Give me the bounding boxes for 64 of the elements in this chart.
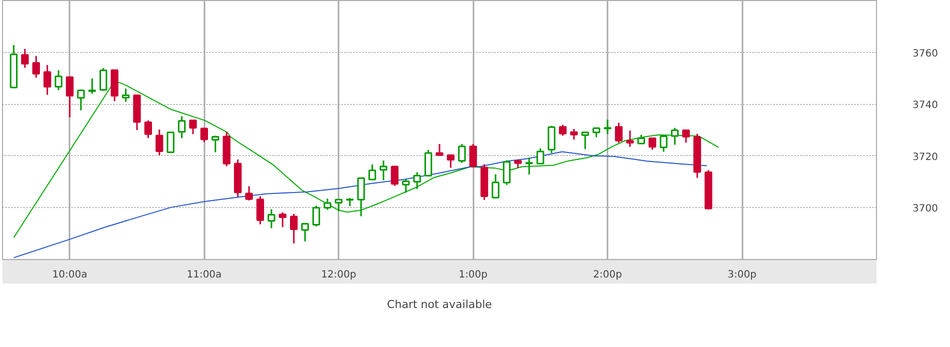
candlestick <box>492 174 500 198</box>
candlestick <box>660 135 668 153</box>
candlestick <box>682 130 690 144</box>
candlestick <box>402 178 410 194</box>
candlestick <box>458 143 466 164</box>
y-tick-label: 3740 <box>912 100 938 112</box>
candlestick <box>77 88 85 112</box>
x-tick-label: 2:00p <box>593 270 622 280</box>
candlestick <box>290 213 298 244</box>
candlestick <box>268 208 276 229</box>
candlestick <box>200 128 208 143</box>
line-series <box>13 80 720 238</box>
x-tick-label: 12:00p <box>321 270 356 280</box>
candlestick <box>436 143 444 156</box>
candlestick <box>536 148 544 164</box>
text: Chart not available <box>387 298 492 311</box>
candlestick <box>357 176 365 217</box>
candlestick <box>54 69 62 91</box>
candlestick <box>256 196 264 226</box>
candlestick <box>548 125 556 154</box>
candlestick <box>614 122 623 144</box>
candlestick <box>301 223 309 242</box>
candlestick <box>413 171 421 190</box>
candlestick <box>278 212 286 228</box>
candlestick <box>21 48 29 69</box>
candlestick <box>390 166 399 187</box>
candlestick <box>446 154 455 169</box>
candlestick <box>592 127 600 138</box>
candlestick <box>670 127 679 146</box>
candlestick <box>502 160 511 186</box>
candlestick <box>334 198 342 212</box>
candlestick <box>469 143 477 168</box>
candlestick <box>189 120 197 135</box>
candlestick <box>43 64 52 96</box>
x-tick-label: 11:00a <box>186 270 222 280</box>
y-tick-label: 3720 <box>912 152 938 163</box>
candlestick <box>32 55 40 78</box>
candlestick <box>581 132 589 150</box>
candlestick <box>312 204 320 228</box>
candlestick <box>525 156 533 176</box>
candlestick <box>648 138 656 150</box>
y-tick-label: 3760 <box>912 48 938 60</box>
candlestick <box>88 78 96 94</box>
candlestick <box>570 128 578 140</box>
candlestick <box>166 132 174 154</box>
candlestick <box>368 164 376 181</box>
y-tick-label: 3700 <box>912 204 938 215</box>
candlestick <box>212 134 220 154</box>
candlestick <box>245 185 253 202</box>
candlestick <box>380 160 388 181</box>
candlestick <box>626 130 634 148</box>
candlestick <box>156 128 164 156</box>
x-tick-label: 3:00p <box>728 270 756 280</box>
candlestick <box>604 118 612 135</box>
candlestick <box>66 76 74 118</box>
x-tick-label: 1:00p <box>458 270 488 280</box>
x-tick-label: 10:00a <box>52 270 88 280</box>
candlestick <box>324 198 332 211</box>
candlestick <box>144 120 152 139</box>
candlestick <box>424 149 432 178</box>
candlestick <box>122 88 130 103</box>
candlestick <box>100 67 108 92</box>
candlestick <box>178 116 186 139</box>
candlestick <box>558 124 567 136</box>
